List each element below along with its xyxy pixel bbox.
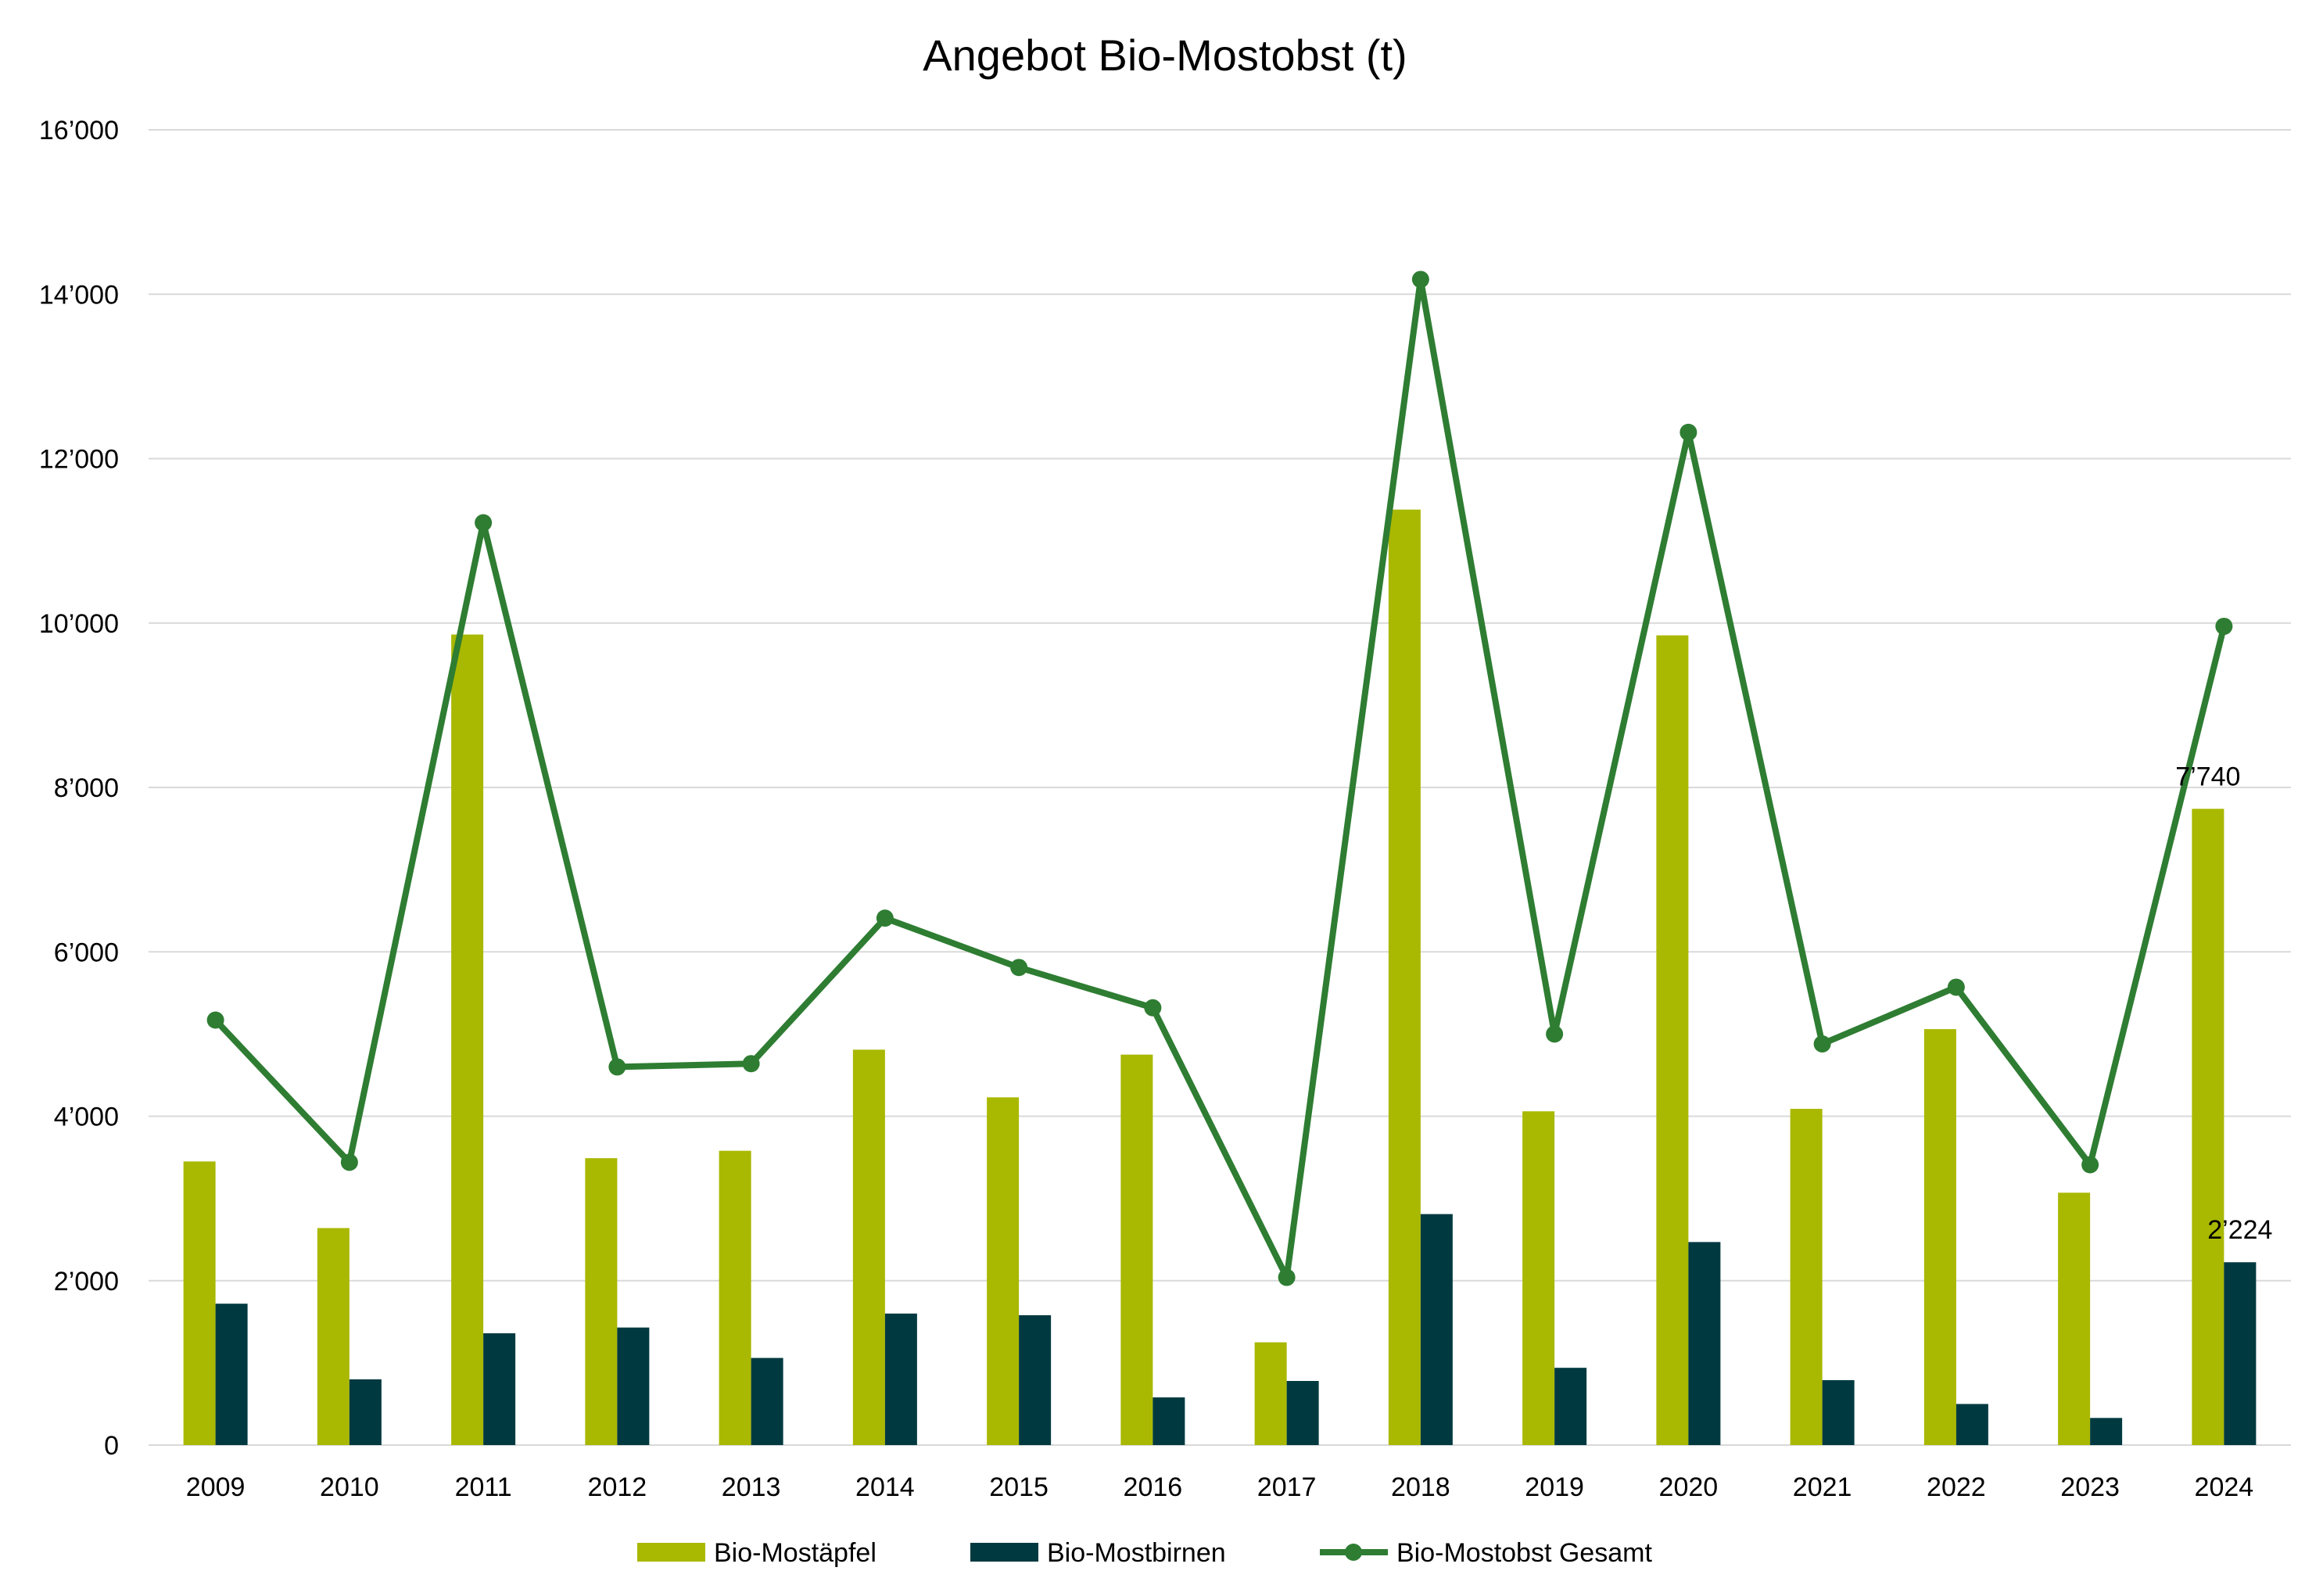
x-tick-label: 2022: [1927, 1472, 1986, 1502]
x-tick-label: 2011: [455, 1472, 512, 1502]
bar-bio-most-pfel-2019: [1522, 1111, 1555, 1445]
line-series-total: [213, 276, 2228, 1281]
bar-bio-mostbirnen-2018: [1420, 1214, 1453, 1445]
x-tick-label: 2010: [320, 1472, 379, 1502]
line-point-2014: [876, 909, 894, 927]
data-label: 7’740: [2175, 762, 2240, 791]
legend: Bio-Mostäpfel Bio-Mostbirnen Bio-Mostobst …: [637, 1538, 1652, 1568]
legend-marker-bio-mostobst-gesamt: [1345, 1544, 1362, 1561]
bar-bio-mostbirnen-2019: [1554, 1368, 1587, 1445]
bar-bio-mostbirnen-2009: [215, 1304, 248, 1445]
y-tick-label: 16’000: [39, 116, 119, 145]
bar-bio-most-pfel-2021: [1790, 1109, 1823, 1445]
line-point-2024: [2215, 617, 2233, 635]
bar-bio-most-pfel-2020: [1656, 635, 1689, 1445]
bar-bio-most-pfel-2017: [1254, 1342, 1287, 1445]
legend-label-bio-most-pfel: Bio-Mostäpfel: [714, 1538, 877, 1568]
data-labels: 7’740 2’224: [2175, 762, 2272, 1245]
x-tick-label: 2017: [1257, 1472, 1317, 1502]
x-tick-label: 2009: [186, 1472, 246, 1502]
bar-bio-mostbirnen-2022: [1956, 1404, 1988, 1445]
x-tick-label: 2014: [855, 1472, 915, 1502]
y-tick-label: 10’000: [39, 609, 119, 639]
y-tick-label: 4’000: [54, 1103, 119, 1132]
x-tick-label: 2020: [1659, 1472, 1719, 1502]
bar-bio-most-pfel-2010: [317, 1228, 350, 1445]
bar-bio-mostbirnen-2023: [2090, 1418, 2123, 1445]
line-point-2017: [1278, 1268, 1296, 1286]
legend-swatch-bio-most-pfel: [637, 1543, 705, 1562]
line-point-2011: [475, 514, 493, 532]
legend-label-bio-mostbirnen: Bio-Mostbirnen: [1047, 1538, 1226, 1568]
bar-bio-most-pfel-2023: [2058, 1193, 2091, 1445]
legend-label-bio-mostobst-gesamt: Bio-Mostobst Gesamt: [1396, 1538, 1652, 1568]
bar-bio-mostbirnen-2011: [483, 1333, 516, 1445]
y-tick-label: 0: [104, 1431, 119, 1461]
bars: [183, 509, 2257, 1445]
line-point-2021: [1813, 1035, 1831, 1053]
y-tick-label: 6’000: [54, 938, 119, 967]
bar-bio-mostbirnen-2020: [1688, 1242, 1721, 1445]
legend-swatch-bio-mostbirnen: [970, 1543, 1038, 1562]
bar-bio-mostbirnen-2015: [1019, 1314, 1052, 1445]
bar-bio-mostbirnen-2012: [617, 1327, 650, 1445]
y-axis-ticks: 0 2’000 4’000 6’000 8’000 10’000 12’000 14’000 1…: [39, 116, 119, 1461]
x-tick-label: 2024: [2195, 1472, 2254, 1502]
bar-bio-most-pfel-2015: [987, 1097, 1020, 1445]
data-label: 2’224: [2207, 1215, 2272, 1245]
line-point-2010: [340, 1153, 358, 1171]
x-tick-label: 2021: [1793, 1472, 1852, 1502]
y-tick-label: 12’000: [39, 445, 119, 475]
x-tick-label: 2018: [1391, 1472, 1450, 1502]
line-point-2012: [608, 1058, 626, 1076]
line-point-2015: [1010, 959, 1028, 977]
x-axis-ticks: 2009 2010 2011 2012 2013 2014 2015 2016 2017 2018…: [186, 1472, 2253, 1502]
line-point-2022: [1947, 978, 1965, 996]
line-point-2019: [1546, 1025, 1564, 1043]
line-point-2013: [742, 1055, 760, 1073]
line-point-2009: [206, 1011, 224, 1029]
line-point-2018: [1411, 271, 1429, 289]
y-tick-label: 8’000: [54, 773, 119, 803]
x-tick-label: 2019: [1525, 1472, 1584, 1502]
x-tick-label: 2013: [722, 1472, 781, 1502]
bar-bio-most-pfel-2011: [451, 634, 484, 1445]
x-tick-label: 2015: [989, 1472, 1049, 1502]
bar-bio-mostbirnen-2021: [1822, 1379, 1855, 1445]
bar-bio-mostbirnen-2024: [2224, 1262, 2257, 1445]
x-tick-label: 2023: [2060, 1472, 2120, 1502]
total-line: [206, 271, 2233, 1286]
bar-bio-most-pfel-2016: [1120, 1054, 1153, 1445]
y-tick-label: 14’000: [39, 280, 119, 310]
bar-bio-most-pfel-2014: [852, 1049, 885, 1445]
bar-bio-most-pfel-2009: [183, 1161, 216, 1445]
chart-title: Angebot Bio-Mostobst (t): [923, 30, 1407, 80]
x-tick-label: 2012: [588, 1472, 647, 1502]
bar-bio-most-pfel-2022: [1923, 1029, 1956, 1445]
bar-bio-mostbirnen-2017: [1286, 1381, 1319, 1445]
bar-bio-mostbirnen-2013: [751, 1357, 783, 1445]
bar-bio-most-pfel-2018: [1388, 509, 1421, 1445]
bar-bio-mostbirnen-2010: [349, 1379, 382, 1445]
x-tick-label: 2016: [1124, 1472, 1183, 1502]
y-tick-label: 2’000: [54, 1267, 119, 1297]
line-point-2016: [1144, 999, 1162, 1017]
bar-bio-mostbirnen-2016: [1153, 1397, 1185, 1445]
bar-bio-most-pfel-2024: [2192, 809, 2224, 1445]
bar-bio-mostbirnen-2014: [884, 1313, 917, 1445]
line-point-2023: [2081, 1156, 2099, 1174]
line-point-2020: [1680, 423, 1697, 441]
bar-bio-most-pfel-2013: [719, 1150, 751, 1445]
bar-bio-most-pfel-2012: [585, 1158, 618, 1445]
